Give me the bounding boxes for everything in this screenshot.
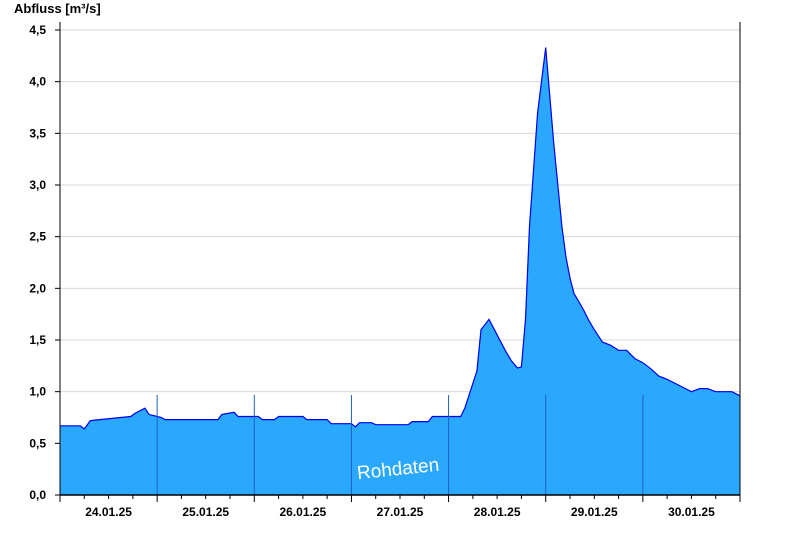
y-tick-label: 0,0 [29, 488, 46, 502]
x-tick-label: 25.01.25 [182, 505, 229, 519]
y-tick-label: 3,5 [29, 126, 46, 140]
plot-area [60, 47, 741, 495]
y-tick-label: 2,5 [29, 230, 46, 244]
y-tick-label: 1,0 [29, 385, 46, 399]
discharge-line [60, 47, 741, 430]
y-tick-label: 1,5 [29, 333, 46, 347]
x-tick-label: 30.01.25 [668, 505, 715, 519]
y-ticks: 0,0 0,5 1,0 1,5 2,0 2,5 3,0 3,5 4,0 4,5 [29, 23, 60, 502]
y-tick-label: 4,0 [29, 75, 46, 89]
x-ticks: 24.01.25 25.01.25 26.01.25 27.01.25 28.01.25… [59, 495, 741, 519]
grid [60, 29, 740, 444]
y-tick-label: 4,5 [29, 23, 46, 37]
discharge-area [60, 47, 740, 495]
x-tick-label: 24.01.25 [85, 505, 132, 519]
y-tick-label: 3,0 [29, 178, 46, 192]
y-tick-label: 2,0 [29, 281, 46, 295]
y-tick-label: 0,5 [29, 436, 46, 450]
x-tick-label: 28.01.25 [474, 505, 521, 519]
day-boundaries [156, 395, 644, 495]
x-tick-label: 27.01.25 [377, 505, 424, 519]
x-tick-label: 29.01.25 [571, 505, 618, 519]
x-tick-label: 26.01.25 [279, 505, 326, 519]
y-axis-title: Abfluss [m³/s] [14, 1, 101, 16]
